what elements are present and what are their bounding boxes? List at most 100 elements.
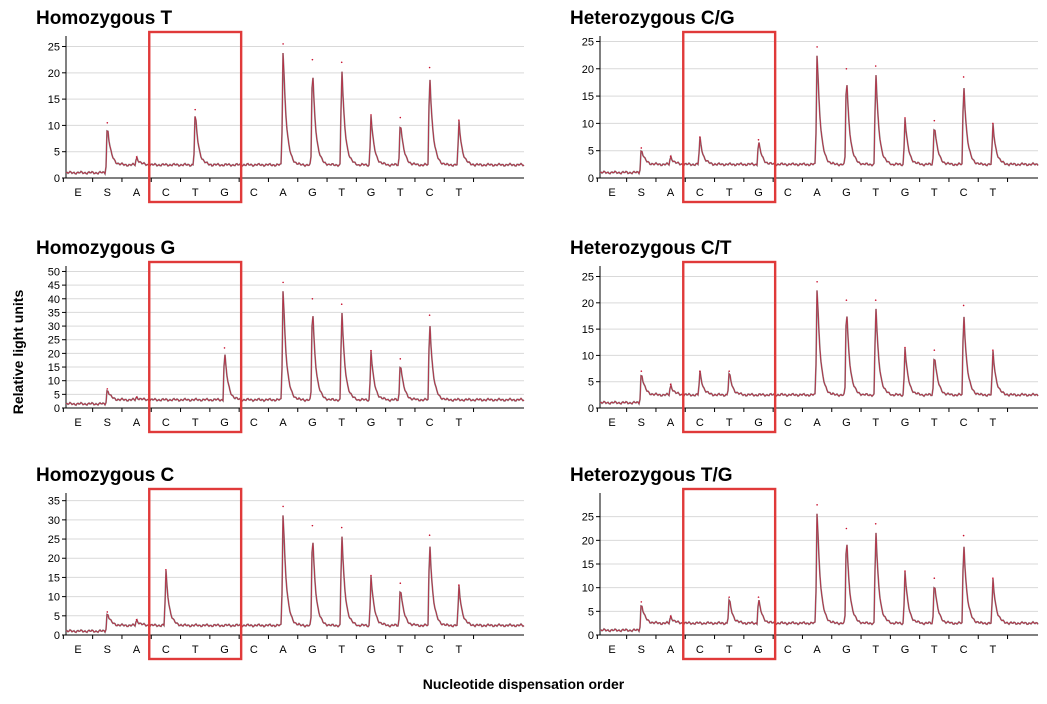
peak-point-t (400, 117, 402, 119)
x-tick-label: T (931, 644, 938, 656)
y-tick-label: 0 (54, 403, 60, 415)
x-tick-label: S (104, 187, 111, 199)
x-tick-label: C (426, 417, 434, 429)
peak-point-g (758, 596, 760, 598)
peak-point-t (875, 299, 877, 301)
x-tick-label: C (162, 417, 170, 429)
peak-point-t (341, 303, 343, 305)
x-tick-label: E (608, 187, 615, 199)
x-tick-label: G (308, 644, 317, 656)
peak-point-c (165, 569, 167, 571)
peak-point-t (341, 527, 343, 529)
y-tick-label: 15 (48, 94, 60, 106)
x-tick-label: A (667, 187, 675, 199)
y-tick-label: 15 (582, 324, 594, 336)
peak-point-s (641, 601, 643, 603)
y-tick-label: 20 (582, 298, 594, 310)
peak-point-t (400, 358, 402, 360)
x-tick-label: T (397, 644, 404, 656)
peak-point-c (963, 535, 965, 537)
x-tick-label: A (279, 644, 287, 656)
peak-point-c (429, 67, 431, 69)
y-tick-label: 25 (582, 512, 594, 524)
pyrogram-chart: 0 5 10 15 20 25 E S A C T G C A G T G T C T (36, 32, 526, 222)
y-tick-label: 15 (48, 572, 60, 584)
peak-point-t (458, 584, 460, 586)
x-tick-label: S (638, 187, 645, 199)
x-tick-label: A (279, 187, 287, 199)
peak-point-a (816, 46, 818, 48)
x-tick-label: C (162, 187, 170, 199)
chart-panel-heterozygous-cg: Heterozygous C/G 0 5 10 15 20 25 E S A C T G C A G T G T C… (570, 8, 1047, 213)
y-axis-label-text: Relative light units (10, 290, 26, 414)
peak-point-a (136, 619, 138, 621)
x-tick-label: C (960, 187, 968, 199)
x-tick-label: G (367, 187, 376, 199)
peak-point-a (282, 282, 284, 284)
x-tick-label: C (250, 417, 258, 429)
trace-line-red (66, 515, 524, 632)
x-tick-label: T (872, 417, 879, 429)
y-tick-label: 50 (48, 266, 60, 278)
trace-line-gray (600, 514, 1038, 632)
x-tick-label: C (960, 644, 968, 656)
x-tick-label: C (696, 417, 704, 429)
x-tick-label: G (754, 644, 763, 656)
chart-panel-heterozygous-ct: Heterozygous C/T 0 5 10 15 20 25 E S A C T G C A G T G T C… (570, 238, 1047, 443)
pyrogram-chart: 05101520253035E S A C T G C A G T G T C T (36, 489, 526, 679)
x-tick-label: T (931, 417, 938, 429)
chart-panel-homozygous-g: Homozygous G 0 5 10 15 20 25 30 35 40 45 50 E S A C T G C… (36, 238, 526, 443)
y-tick-label: 5 (588, 146, 594, 158)
y-tick-label: 0 (54, 173, 60, 185)
x-tick-label: T (192, 644, 199, 656)
x-tick-label: C (426, 187, 434, 199)
trace-line-gray (600, 56, 1038, 174)
highlight-box (683, 32, 775, 202)
x-tick-label: E (74, 417, 81, 429)
chart-title: Homozygous G (36, 238, 175, 260)
x-tick-label: A (133, 187, 141, 199)
peak-point-a (136, 156, 138, 158)
y-tick-label: 30 (48, 321, 60, 333)
highlight-box (149, 262, 241, 432)
y-tick-label: 25 (582, 36, 594, 48)
x-tick-label: T (990, 417, 997, 429)
chart-title: Heterozygous T/G (570, 465, 733, 487)
trace-line-gray (600, 290, 1038, 404)
chart-title: Heterozygous C/G (570, 8, 735, 30)
x-tick-label: A (667, 644, 675, 656)
y-tick-label: 10 (582, 118, 594, 130)
x-tick-label: T (726, 417, 733, 429)
x-tick-label: S (638, 417, 645, 429)
y-tick-label: 20 (48, 348, 60, 360)
x-tick-label: T (990, 644, 997, 656)
x-tick-label: G (901, 417, 910, 429)
peak-point-t (194, 109, 196, 111)
peak-point-a (670, 615, 672, 617)
peak-point-t (728, 596, 730, 598)
x-axis-label: Nucleotide dispensation order (0, 676, 1047, 692)
y-tick-label: 45 (48, 280, 60, 292)
x-tick-label: S (104, 417, 111, 429)
peak-point-s (107, 611, 109, 613)
peak-point-s (107, 122, 109, 124)
x-tick-label: E (608, 417, 615, 429)
y-tick-label: 40 (48, 294, 60, 306)
peak-point-c (429, 534, 431, 536)
x-tick-label: C (250, 644, 258, 656)
y-tick-label: 10 (582, 350, 594, 362)
x-tick-label: C (696, 644, 704, 656)
y-tick-label: 5 (588, 606, 594, 618)
y-tick-label: 35 (48, 307, 60, 319)
x-tick-label: A (133, 644, 141, 656)
x-tick-label: G (842, 644, 851, 656)
x-tick-label: A (667, 417, 675, 429)
x-tick-label: G (308, 417, 317, 429)
peak-point-g (904, 347, 906, 349)
y-tick-label: 5 (588, 377, 594, 389)
y-tick-label: 20 (582, 64, 594, 76)
y-tick-label: 25 (48, 534, 60, 546)
x-tick-label: G (220, 417, 229, 429)
chart-title: Homozygous T (36, 8, 172, 30)
peak-point-a (816, 504, 818, 506)
